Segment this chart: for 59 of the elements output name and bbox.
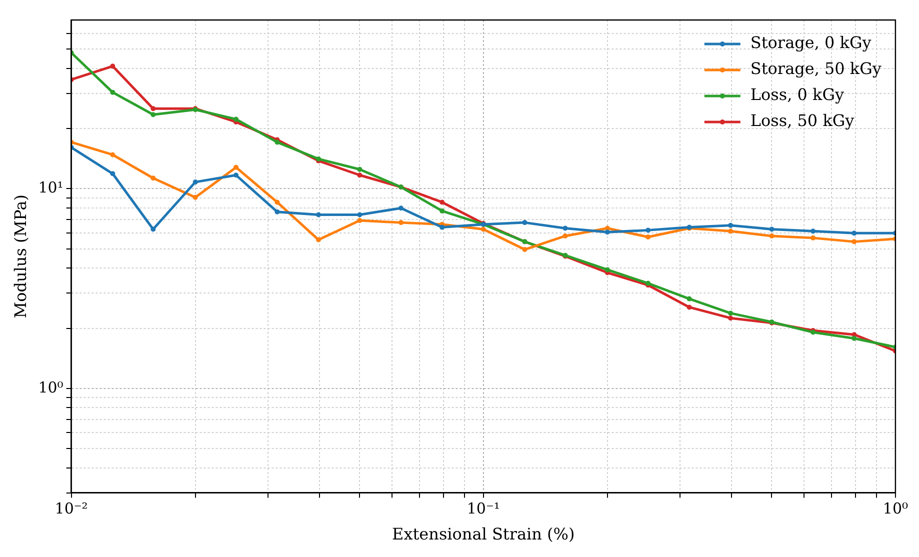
point	[852, 230, 857, 236]
point	[480, 226, 486, 232]
legend-label: Loss, 0 kGy	[750, 85, 844, 104]
point	[274, 200, 280, 205]
point	[316, 237, 321, 242]
x-tick-label: 10⁰	[882, 500, 908, 518]
point	[810, 235, 816, 240]
point	[316, 212, 321, 218]
point	[440, 224, 445, 230]
point	[110, 64, 116, 69]
point	[110, 171, 116, 176]
point	[357, 212, 362, 218]
point	[233, 164, 238, 170]
point	[769, 233, 774, 238]
point	[110, 152, 116, 158]
point	[192, 194, 198, 200]
point	[769, 226, 774, 232]
point	[274, 140, 280, 145]
x-tick-label: 10⁻²	[54, 500, 88, 518]
y-tick-label: 10¹	[38, 178, 64, 197]
point	[728, 316, 734, 321]
point	[233, 172, 238, 178]
point	[150, 106, 156, 112]
point	[646, 228, 651, 233]
point	[150, 176, 156, 181]
point	[852, 239, 857, 244]
point	[728, 310, 734, 316]
point	[440, 208, 445, 214]
point	[110, 90, 116, 95]
point	[562, 226, 568, 231]
point	[604, 230, 610, 235]
point	[274, 209, 280, 214]
point	[646, 234, 651, 240]
point	[398, 220, 404, 226]
x-tick-label: 10⁻¹	[466, 500, 500, 518]
point	[728, 228, 734, 234]
point	[357, 218, 362, 224]
x-axis-title: Extensional Strain (%)	[392, 524, 575, 544]
y-axis-title: Modulus (MPa)	[10, 194, 30, 318]
point	[233, 116, 238, 122]
point	[562, 233, 568, 238]
point	[604, 267, 610, 272]
point	[686, 304, 692, 310]
point	[357, 172, 362, 178]
legend-label: Storage, 0 kGy	[750, 33, 872, 52]
legend-label: Loss, 50 kGy	[750, 111, 854, 130]
point	[852, 336, 857, 341]
point	[522, 247, 528, 252]
point	[357, 166, 362, 172]
point	[150, 226, 156, 232]
point	[686, 296, 692, 302]
point	[150, 112, 156, 118]
point	[810, 228, 816, 234]
point	[398, 206, 404, 211]
legend-label: Storage, 50 kGy	[750, 59, 882, 78]
point	[522, 220, 528, 226]
point	[728, 222, 734, 228]
point	[440, 200, 445, 205]
point	[192, 180, 198, 185]
